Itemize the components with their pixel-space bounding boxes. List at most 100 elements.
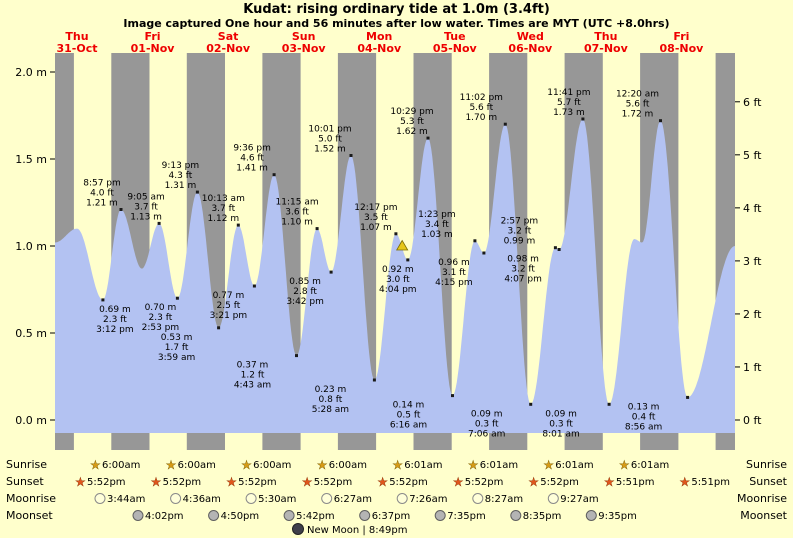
day-label-date: 02-Nov [206,42,251,55]
moonrise-time: 3:44am [107,494,145,505]
low-tide-label: 0.37 m 1.2 ft 4:43 am [234,361,271,391]
moonrise-time: 8:27am [485,494,523,505]
sunrise-time: 6:00am [102,460,140,471]
tide-extreme-dot [529,402,533,406]
sunset-time: 5:52pm [163,477,202,488]
low-tide-label: 0.77 m 2.5 ft 3:21 pm [210,291,248,321]
low-tide-label: 0.92 m 3.0 ft 4:04 pm [379,265,417,295]
low-tide-label: 0.70 m 2.3 ft 2:53 pm [142,303,180,333]
moonset-icon [208,510,220,521]
tide-extreme-dot [394,232,398,236]
moonset-icon [585,510,597,521]
sunset-icon: ★ [151,475,162,489]
moonrise-time: 5:30am [258,494,296,505]
day-label-dow: Wed [517,30,544,43]
low-tide-label: 0.09 m 0.3 ft 8:01 am [542,409,579,439]
low-tide-label: 0.98 m 3.2 ft 4:07 pm [504,255,542,285]
tide-extreme-dot [101,298,105,302]
moonset-icon [283,510,295,521]
low-tide-label: 0.85 m 2.8 ft 3:42 pm [286,277,324,307]
sunset-time: 5:52pm [465,477,504,488]
tide-extreme-dot [482,251,486,255]
moonrise-row-label-right: Moonrise [737,492,787,505]
day-label-dow: Tue [444,30,466,43]
day-label-dow: Fri [673,30,689,43]
high-tide-label: 10:01 pm 5.0 ft 1.52 m [308,125,351,155]
moonset-time: 4:02pm [145,511,184,522]
moonrise-time: 4:36am [183,494,221,505]
y-axis-label-right: 2 ft [743,308,762,321]
y-axis-label-right: 3 ft [743,255,762,268]
tide-extreme-dot [451,394,454,398]
sunrise-time: 6:00am [253,460,291,471]
low-tide-label: 0.23 m 0.8 ft 5:28 am [312,385,349,415]
day-label-date: 06-Nov [508,42,553,55]
sunrise-icon: ★ [90,458,101,472]
moonrise-time: 7:26am [409,494,447,505]
sunrise-time: 6:00am [178,460,216,471]
tide-extreme-dot [236,223,240,227]
tide-extreme-dot [659,119,662,123]
day-label-dow: Thu [594,30,617,43]
new-moon-label: New Moon | 8:49pm [307,525,407,536]
high-tide-label: 10:29 pm 5.3 ft 1.62 m [390,107,433,137]
moonset-row-label-left: Moonset [6,509,53,522]
tide-extreme-dot [295,354,298,358]
sunrise-time: 6:00am [329,460,367,471]
high-tide-label: 8:57 pm 4.0 ft 1.21 m [83,179,121,209]
y-axis-label-left: 1.5 m [15,153,47,166]
tide-extreme-dot [329,270,333,274]
tide-extreme-dot [272,173,276,177]
tide-extreme-dot [406,258,410,262]
moonset-time: 6:37pm [372,511,411,522]
sunset-time: 5:52pm [540,477,579,488]
tide-curve-area [55,119,735,433]
sunset-row-label-left: Sunset [6,475,44,488]
high-tide-label: 10:13 am 3.7 ft 1.12 m [202,194,245,224]
sunset-time: 5:52pm [314,477,353,488]
tide-extreme-dot [157,221,161,225]
sunset-icon: ★ [302,475,313,489]
y-axis-label-left: 1.0 m [15,240,47,253]
sunset-row-label-right: Sunset [749,475,787,488]
day-label-dow: Thu [65,30,88,43]
sunset-icon: ★ [75,475,86,489]
high-tide-label: 11:02 pm 5.6 ft 1.70 m [460,93,503,123]
tide-extreme-dot [217,326,221,330]
sunset-icon: ★ [226,475,237,489]
moonrise-time: 9:27am [560,494,598,505]
y-axis-label-left: 0.0 m [15,414,47,427]
day-label-date: 31-Oct [56,42,97,55]
sunrise-icon: ★ [166,458,177,472]
moonrise-icon [170,493,182,504]
tide-extreme-dot [349,154,353,157]
sunset-time: 5:52pm [389,477,428,488]
sunrise-time: 6:01am [631,460,669,471]
sunset-icon: ★ [453,475,464,489]
y-axis-label-right: 4 ft [743,202,762,215]
day-label-dow: Sun [292,30,316,43]
high-tide-label: 9:36 pm 4.6 ft 1.41 m [233,144,271,174]
sunrise-icon: ★ [468,458,479,472]
moonrise-row-label-left: Moonrise [6,492,56,505]
sunset-icon: ★ [679,475,690,489]
tide-extreme-dot [175,296,179,300]
tide-extreme-dot [553,246,557,250]
sunrise-row-label-right: Sunrise [746,458,787,471]
moonset-time: 9:35pm [598,511,637,522]
y-axis-label-left: 2.0 m [15,66,47,79]
tide-extreme-dot [315,227,319,231]
high-tide-label: 9:05 am 3.7 ft 1.13 m [127,192,164,222]
moonset-time: 8:35pm [523,511,562,522]
high-tide-label: 9:13 pm 4.3 ft 1.31 m [162,161,200,191]
sunset-icon: ★ [604,475,615,489]
day-label-date: 04-Nov [357,42,402,55]
sunrise-time: 6:01am [404,460,442,471]
low-tide-label: 0.13 m 0.4 ft 8:56 am [625,402,662,432]
low-tide-label: 0.53 m 1.7 ft 3:59 am [158,333,195,363]
moonrise-icon [472,493,484,504]
tide-extreme-dot [426,136,430,140]
sunset-time: 5:52pm [238,477,277,488]
sunrise-icon: ★ [392,458,403,472]
